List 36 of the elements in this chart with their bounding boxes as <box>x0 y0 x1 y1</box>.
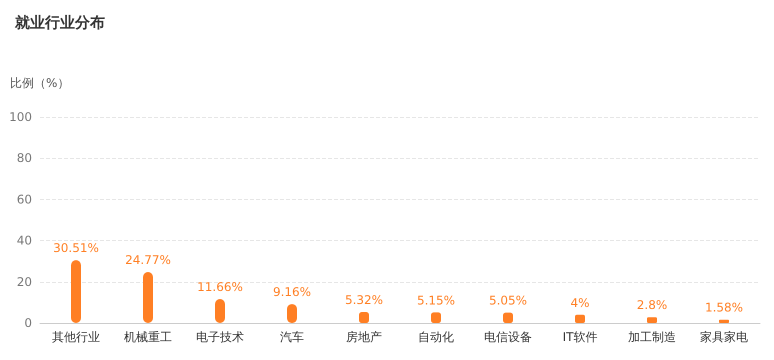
x-tick-label: 家具家电 <box>700 330 748 344</box>
x-tick-label: 电信设备 <box>484 330 532 344</box>
data-label: 24.77% <box>125 252 171 267</box>
data-label: 30.51% <box>53 241 99 256</box>
y-tick-label: 40 <box>16 234 32 248</box>
data-label: 5.05% <box>488 294 528 308</box>
chart-title: 就业行业分布 <box>14 14 105 32</box>
data-label: 5.32% <box>344 293 384 308</box>
x-tick-label: 汽车 <box>280 330 304 344</box>
x-tick-label: 机械重工 <box>124 330 172 344</box>
data-label: 11.66% <box>197 280 243 294</box>
y-tick-label: 20 <box>16 274 32 289</box>
bar <box>503 312 513 323</box>
bar <box>719 320 729 323</box>
y-tick-label: 0 <box>24 316 32 330</box>
bar <box>575 314 585 323</box>
data-label: 4% <box>570 296 590 310</box>
y-tick-label: 60 <box>16 192 32 206</box>
x-tick-label: 自动化 <box>418 330 454 344</box>
bar <box>143 272 153 323</box>
x-tick-label: 电子技术 <box>196 330 244 344</box>
bar <box>71 260 81 323</box>
data-label: 2.8% <box>636 298 668 312</box>
x-tick-label: 其他行业 <box>52 330 100 344</box>
bar <box>431 312 441 323</box>
bar <box>647 317 657 323</box>
y-tick-label: 80 <box>16 151 32 166</box>
y-tick-label: 100 <box>9 110 32 124</box>
data-label: 9.16% <box>272 285 312 300</box>
data-label: 5.15% <box>416 293 456 308</box>
x-tick-label: 房地产 <box>346 330 382 344</box>
bar <box>359 312 369 323</box>
x-tick-label: 加工制造 <box>628 330 676 344</box>
data-label: 1.58% <box>704 300 744 315</box>
x-tick-label: IT软件 <box>562 330 598 344</box>
y-axis-title: 比例（%） <box>10 76 70 90</box>
